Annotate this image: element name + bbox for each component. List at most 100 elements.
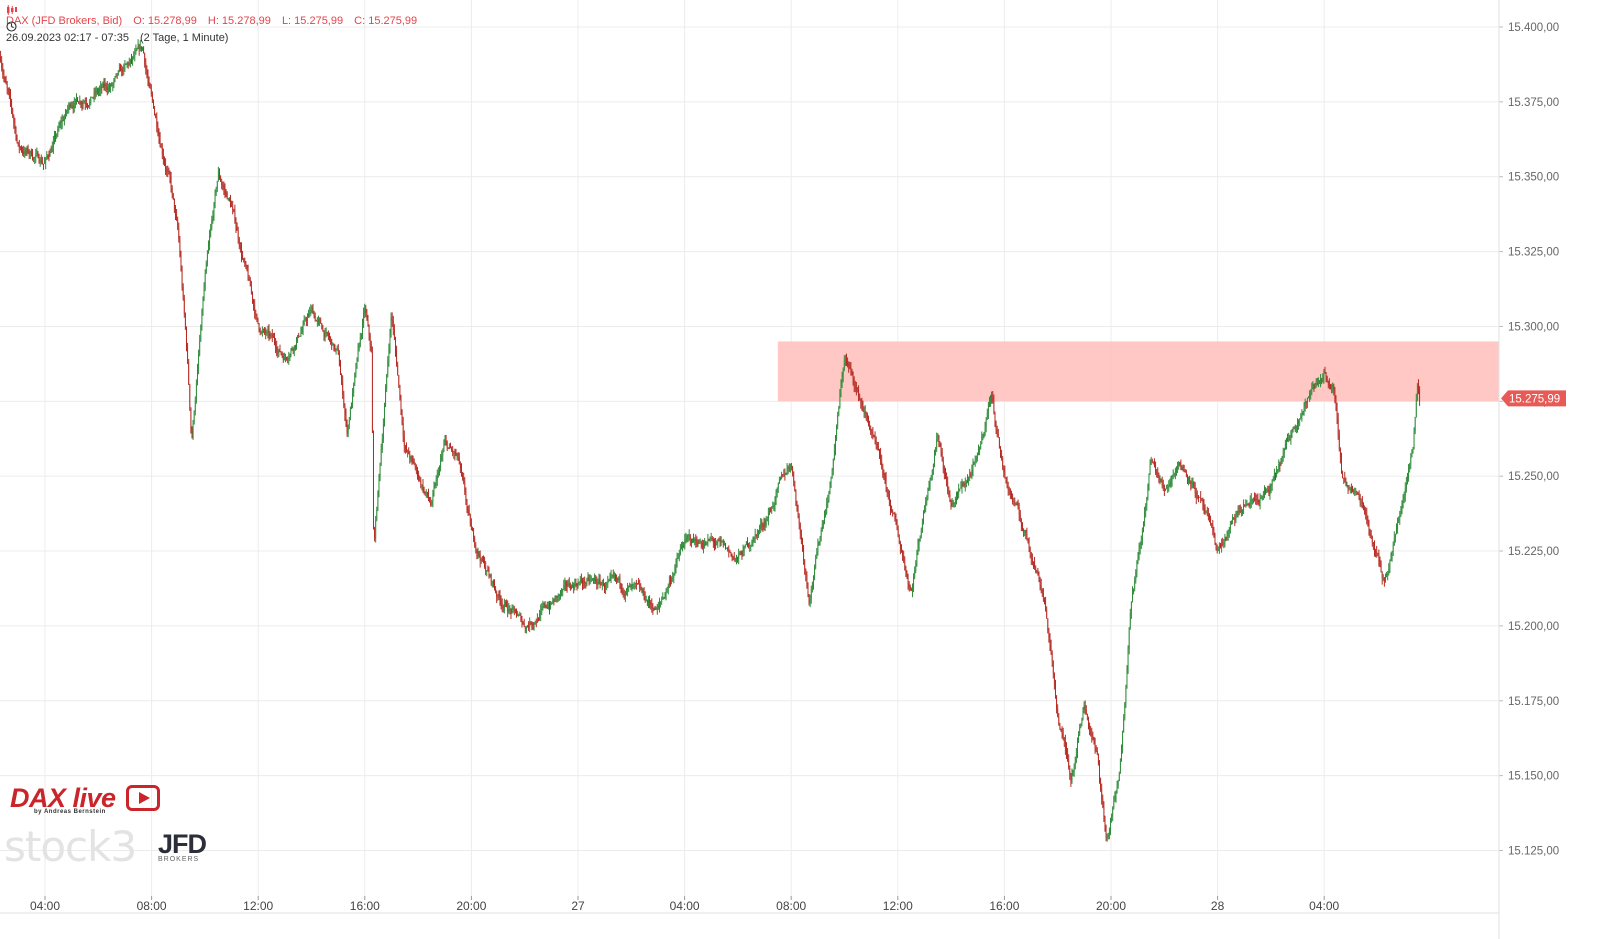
candle-body xyxy=(236,227,238,231)
candle-body xyxy=(917,544,919,553)
candle-body xyxy=(1113,801,1115,809)
candle-body xyxy=(1345,481,1347,487)
x-tick-label: 12:00 xyxy=(883,899,913,913)
candle-body xyxy=(673,573,675,578)
candle-body xyxy=(47,155,49,157)
candle-body xyxy=(589,579,591,581)
candle-body xyxy=(1233,517,1235,519)
candle-body xyxy=(19,147,21,148)
symbol-label: DAX (JFD Brokers, Bid) xyxy=(6,15,123,27)
candle-body xyxy=(1342,472,1343,479)
candle-body xyxy=(1027,538,1029,543)
candle-body xyxy=(287,358,289,359)
candle-body xyxy=(839,394,841,408)
candle-body xyxy=(1222,543,1224,545)
candle-body xyxy=(692,539,693,543)
candle-body xyxy=(101,86,103,88)
candle-body xyxy=(642,590,644,593)
candle-body xyxy=(1182,468,1184,471)
candle-body xyxy=(805,569,807,575)
candle-body xyxy=(819,537,821,542)
candle-body xyxy=(1126,670,1128,688)
candle-body xyxy=(200,324,202,342)
candle-body xyxy=(1004,471,1006,478)
candle-body xyxy=(245,263,247,266)
candle-body xyxy=(715,544,716,545)
candle-body xyxy=(662,597,664,600)
candle-body xyxy=(1240,510,1242,513)
candle-body xyxy=(583,580,584,584)
candle-body xyxy=(621,587,623,592)
candle-body xyxy=(643,590,645,597)
x-tick-label: 08:00 xyxy=(137,899,167,913)
candle-body xyxy=(1079,727,1081,734)
candle-body xyxy=(436,473,438,480)
candle-body xyxy=(304,319,306,321)
candle-body xyxy=(381,438,383,451)
candle-body xyxy=(131,59,132,60)
dax-live-byline: by Andreas Bernstein xyxy=(34,809,106,815)
candle-body xyxy=(1215,543,1217,550)
candle-body xyxy=(423,490,425,492)
candle-body xyxy=(854,386,856,388)
candle-body xyxy=(477,552,479,554)
candle-body xyxy=(656,608,658,609)
candle-body xyxy=(1338,433,1340,450)
candle-body xyxy=(219,172,220,178)
candle-body xyxy=(441,455,443,461)
candle-body xyxy=(793,471,795,482)
candle-body xyxy=(369,335,371,346)
y-tick-label: 15.225,00 xyxy=(1508,546,1559,558)
candle-body xyxy=(238,238,240,247)
candle-body xyxy=(544,603,546,606)
candle-body xyxy=(1206,512,1208,515)
candle-body xyxy=(852,372,854,380)
candle-body xyxy=(1159,479,1161,480)
candle-body xyxy=(1401,506,1403,511)
candle-body xyxy=(358,345,360,349)
candle-body xyxy=(700,543,702,546)
candle-body xyxy=(111,84,113,86)
candle-body xyxy=(1040,585,1042,589)
candle-body xyxy=(942,460,944,470)
candle-body xyxy=(280,351,282,354)
candle-body xyxy=(907,576,909,584)
candle-body xyxy=(1277,469,1279,471)
candle-body xyxy=(1034,562,1035,567)
candle-body xyxy=(79,101,81,104)
candle-body xyxy=(1410,457,1412,465)
candle-body xyxy=(357,348,359,358)
candle-body xyxy=(983,432,985,435)
candle-body xyxy=(1385,577,1386,581)
candle-body xyxy=(362,323,363,334)
candle-body xyxy=(370,345,372,352)
candle-body xyxy=(704,543,705,547)
candle-body xyxy=(623,594,625,596)
candle-body xyxy=(1378,554,1380,562)
candle-body xyxy=(453,452,455,453)
date-range: 26.09.2023 02:17 - 07:35 xyxy=(6,32,129,44)
candle-body xyxy=(503,604,505,608)
candle-body xyxy=(1029,547,1031,553)
candle-body xyxy=(415,467,417,469)
candle-body xyxy=(156,117,158,127)
candle-body xyxy=(1413,431,1415,448)
candle-body xyxy=(705,543,707,545)
candle-body xyxy=(653,607,655,611)
candle-body xyxy=(228,198,230,200)
candle-body xyxy=(435,479,437,486)
candle-body xyxy=(38,157,40,163)
candle-body xyxy=(1201,498,1203,500)
candle-body xyxy=(139,46,141,50)
candle-body xyxy=(1088,716,1089,724)
candle-body xyxy=(1086,714,1088,717)
candle-body xyxy=(932,463,934,470)
candle-body xyxy=(127,62,129,65)
candle-body xyxy=(641,589,643,593)
candle-body xyxy=(961,484,963,488)
candle-body xyxy=(684,539,686,547)
candle-body xyxy=(1008,489,1010,491)
candle-body xyxy=(752,540,754,546)
